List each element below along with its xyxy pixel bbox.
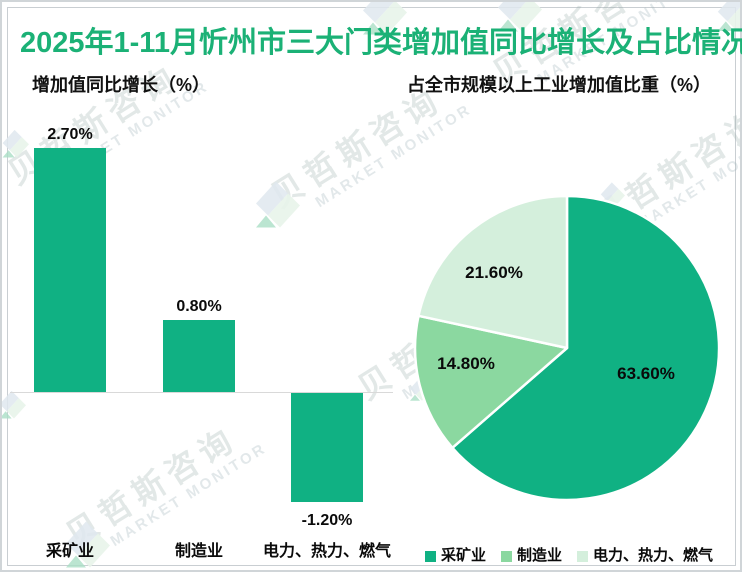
pie-slice-label: 63.60%: [617, 364, 675, 383]
pie-slice-label: 14.80%: [437, 354, 495, 373]
bar-value-label: 0.80%: [176, 297, 222, 315]
bar-value-label: -1.20%: [301, 511, 353, 529]
pie-chart-title: 占全市规模以上工业增加值比重（%）: [407, 75, 712, 95]
pie-slice-2: [417, 194, 569, 350]
pie-chart: [413, 194, 721, 502]
pie-slice-0: [451, 194, 721, 502]
bar-1: [163, 319, 235, 392]
legend: 采矿业 制造业 电力、热力、燃气: [425, 547, 713, 565]
bar-0: [34, 147, 106, 392]
bar-value-label: 2.70%: [47, 125, 93, 143]
legend-item-1: 制造业: [501, 548, 562, 564]
legend-label: 采矿业: [441, 547, 487, 564]
legend-label: 制造业: [517, 547, 563, 564]
bar-2: [291, 393, 363, 502]
page-title: 2025年1-11月忻州市三大门类增加值同比增长及占比情况: [20, 27, 742, 59]
bar-category-label: 制造业: [174, 543, 223, 560]
legend-item-0: 采矿业: [425, 548, 486, 564]
pie-slice-label: 21.60%: [465, 263, 523, 282]
legend-item-2: 电力、热力、燃气: [577, 548, 713, 564]
legend-swatch-icon: [501, 550, 513, 562]
x-axis-line: [10, 392, 393, 393]
legend-swatch-icon: [577, 550, 589, 562]
legend-swatch-icon: [425, 550, 436, 562]
bar-category-label: 电力、热力、燃气: [262, 543, 391, 560]
bar-chart-title: 增加值同比增长（%）: [32, 75, 211, 95]
legend-label: 电力、热力、燃气: [593, 547, 714, 564]
